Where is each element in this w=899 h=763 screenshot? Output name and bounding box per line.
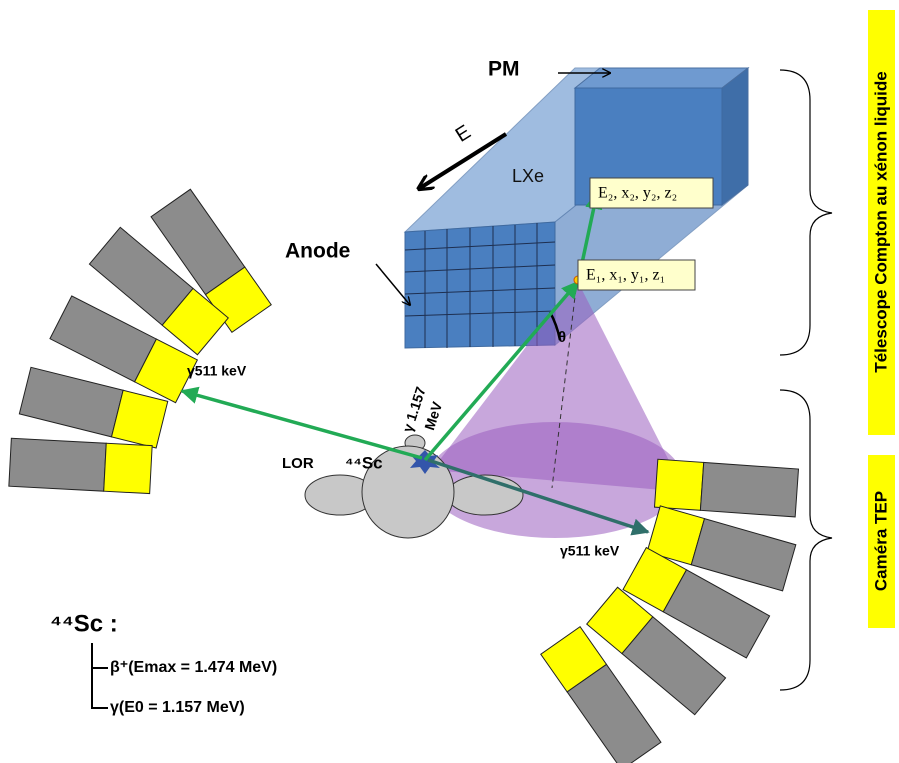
gamma-left-label: γ511 keV [187, 363, 247, 379]
side-label: Télescope Compton au xénon liquide [871, 71, 890, 372]
brace-compton [779, 69, 833, 356]
point2-label: E₂, x₂, y₂, z₂ [598, 185, 677, 202]
head [304, 434, 524, 539]
gamma-right-label: γ511 keV [560, 543, 620, 559]
theta-label: θ [558, 329, 566, 346]
side-label: Caméra TEP [871, 491, 890, 591]
point1-box [577, 259, 696, 291]
gamma-prompt-unit: MeV [421, 399, 445, 432]
point2-box [589, 177, 714, 209]
lor-label: LOR [282, 455, 314, 472]
lxe-label: LXe [512, 166, 544, 186]
energy-label: E [452, 121, 475, 147]
energy-arrow [420, 132, 508, 188]
decay-title: ⁴⁴Sc : [50, 610, 118, 637]
source-label: ⁴⁴Sc [345, 453, 383, 472]
anode-arrow [375, 263, 410, 305]
decay-tree [91, 643, 108, 709]
side-label-bg [868, 455, 895, 628]
pm-label: PM [488, 58, 520, 81]
decay-branch: γ(E0 = 1.157 MeV) [110, 699, 245, 716]
anode-label: Anode [285, 240, 350, 263]
pet-detectors-left [8, 188, 272, 495]
side-label-bg [868, 10, 895, 435]
pet-detectors-right [540, 458, 800, 763]
decay-branch: β⁺(Emax = 1.474 MeV) [110, 659, 277, 676]
brace-pet [779, 389, 833, 691]
point1-label: E₁, x₁, y₁, z₁ [586, 267, 665, 284]
